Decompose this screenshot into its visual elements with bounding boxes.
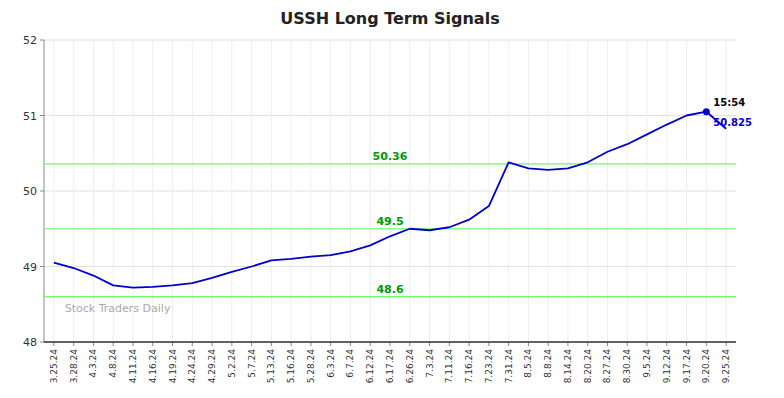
x-tick-label: 5.28.24 <box>306 349 316 384</box>
y-tick <box>40 40 44 41</box>
x-tick-label: 4.16.24 <box>148 349 158 384</box>
x-tick-label: 7.3.24 <box>425 349 435 378</box>
x-tick-label: 4.3.24 <box>88 349 98 378</box>
x-tick-label: 8.8.24 <box>543 349 553 378</box>
x-tick-label: 4.11.24 <box>128 349 138 384</box>
y-tick-label: 49 <box>23 261 37 274</box>
x-tick-label: 5.16.24 <box>286 349 296 384</box>
x-tick-label: 4.8.24 <box>108 349 118 378</box>
x-tick-label: 7.31.24 <box>504 349 514 384</box>
y-tick-label: 48 <box>23 336 37 349</box>
x-tick-label: 3.25.24 <box>49 349 59 384</box>
x-tick-label: 8.20.24 <box>583 349 593 384</box>
x-tick-label: 4.29.24 <box>207 349 217 384</box>
x-tick-label: 7.11.24 <box>444 349 454 384</box>
x-tick-label: 6.12.24 <box>365 349 375 384</box>
x-tick-label: 8.5.24 <box>523 349 533 378</box>
x-tick-label: 8.14.24 <box>563 349 573 384</box>
y-tick <box>40 266 44 267</box>
last-point <box>703 108 710 115</box>
x-axis <box>44 341 736 343</box>
y-tick <box>40 342 44 343</box>
x-tick-label: 7.23.24 <box>484 349 494 384</box>
x-tick-label: 9.25.24 <box>721 349 731 384</box>
signal-label: 50.36 <box>373 150 408 163</box>
y-tick-label: 52 <box>23 34 37 47</box>
signal-line <box>44 228 736 229</box>
x-tick-label: 6.26.24 <box>405 349 415 384</box>
plot-background <box>44 40 736 342</box>
y-tick <box>40 115 44 116</box>
title: USSH Long Term Signals <box>280 9 499 28</box>
x-tick-label: 9.12.24 <box>662 349 672 384</box>
point-annotation: 15:54 <box>713 97 745 108</box>
signal-line <box>44 163 736 164</box>
y-grid-line <box>44 342 736 343</box>
x-tick-label: 9.17.24 <box>682 349 692 384</box>
signal-label: 49.5 <box>376 215 403 228</box>
x-tick-label: 9.5.24 <box>642 349 652 378</box>
signal-line <box>44 296 736 297</box>
x-tick-label: 5.2.24 <box>227 349 237 378</box>
price-line <box>54 112 726 288</box>
x-tick-label: 7.16.24 <box>464 349 474 384</box>
x-tick-label: 8.30.24 <box>622 349 632 384</box>
x-tick-label: 3.28.24 <box>69 349 79 384</box>
x-tick-label: 6.3.24 <box>326 349 336 378</box>
watermark: Stock Traders Daily <box>65 302 171 315</box>
signal-label: 48.6 <box>376 283 403 296</box>
x-tick-label: 5.7.24 <box>247 349 257 378</box>
x-tick-label: 5.13.24 <box>266 349 276 384</box>
x-tick-label: 6.17.24 <box>385 349 395 384</box>
x-tick-label: 4.24.24 <box>187 349 197 384</box>
x-tick-label: 9.20.24 <box>701 349 711 384</box>
chart: USSH Long Term Signals 48 49 50 51 52 3.25.24 3… <box>0 0 784 398</box>
x-tick-label: 6.7.24 <box>345 349 355 378</box>
point-annotation: 50.825 <box>713 117 752 128</box>
y-tick <box>40 191 44 192</box>
x-tick-label: 4.19.24 <box>168 349 178 384</box>
x-tick-label: 8.27.24 <box>602 349 612 384</box>
plot-area <box>44 112 736 297</box>
y-tick-label: 51 <box>23 110 37 123</box>
y-tick-label: 50 <box>23 185 37 198</box>
